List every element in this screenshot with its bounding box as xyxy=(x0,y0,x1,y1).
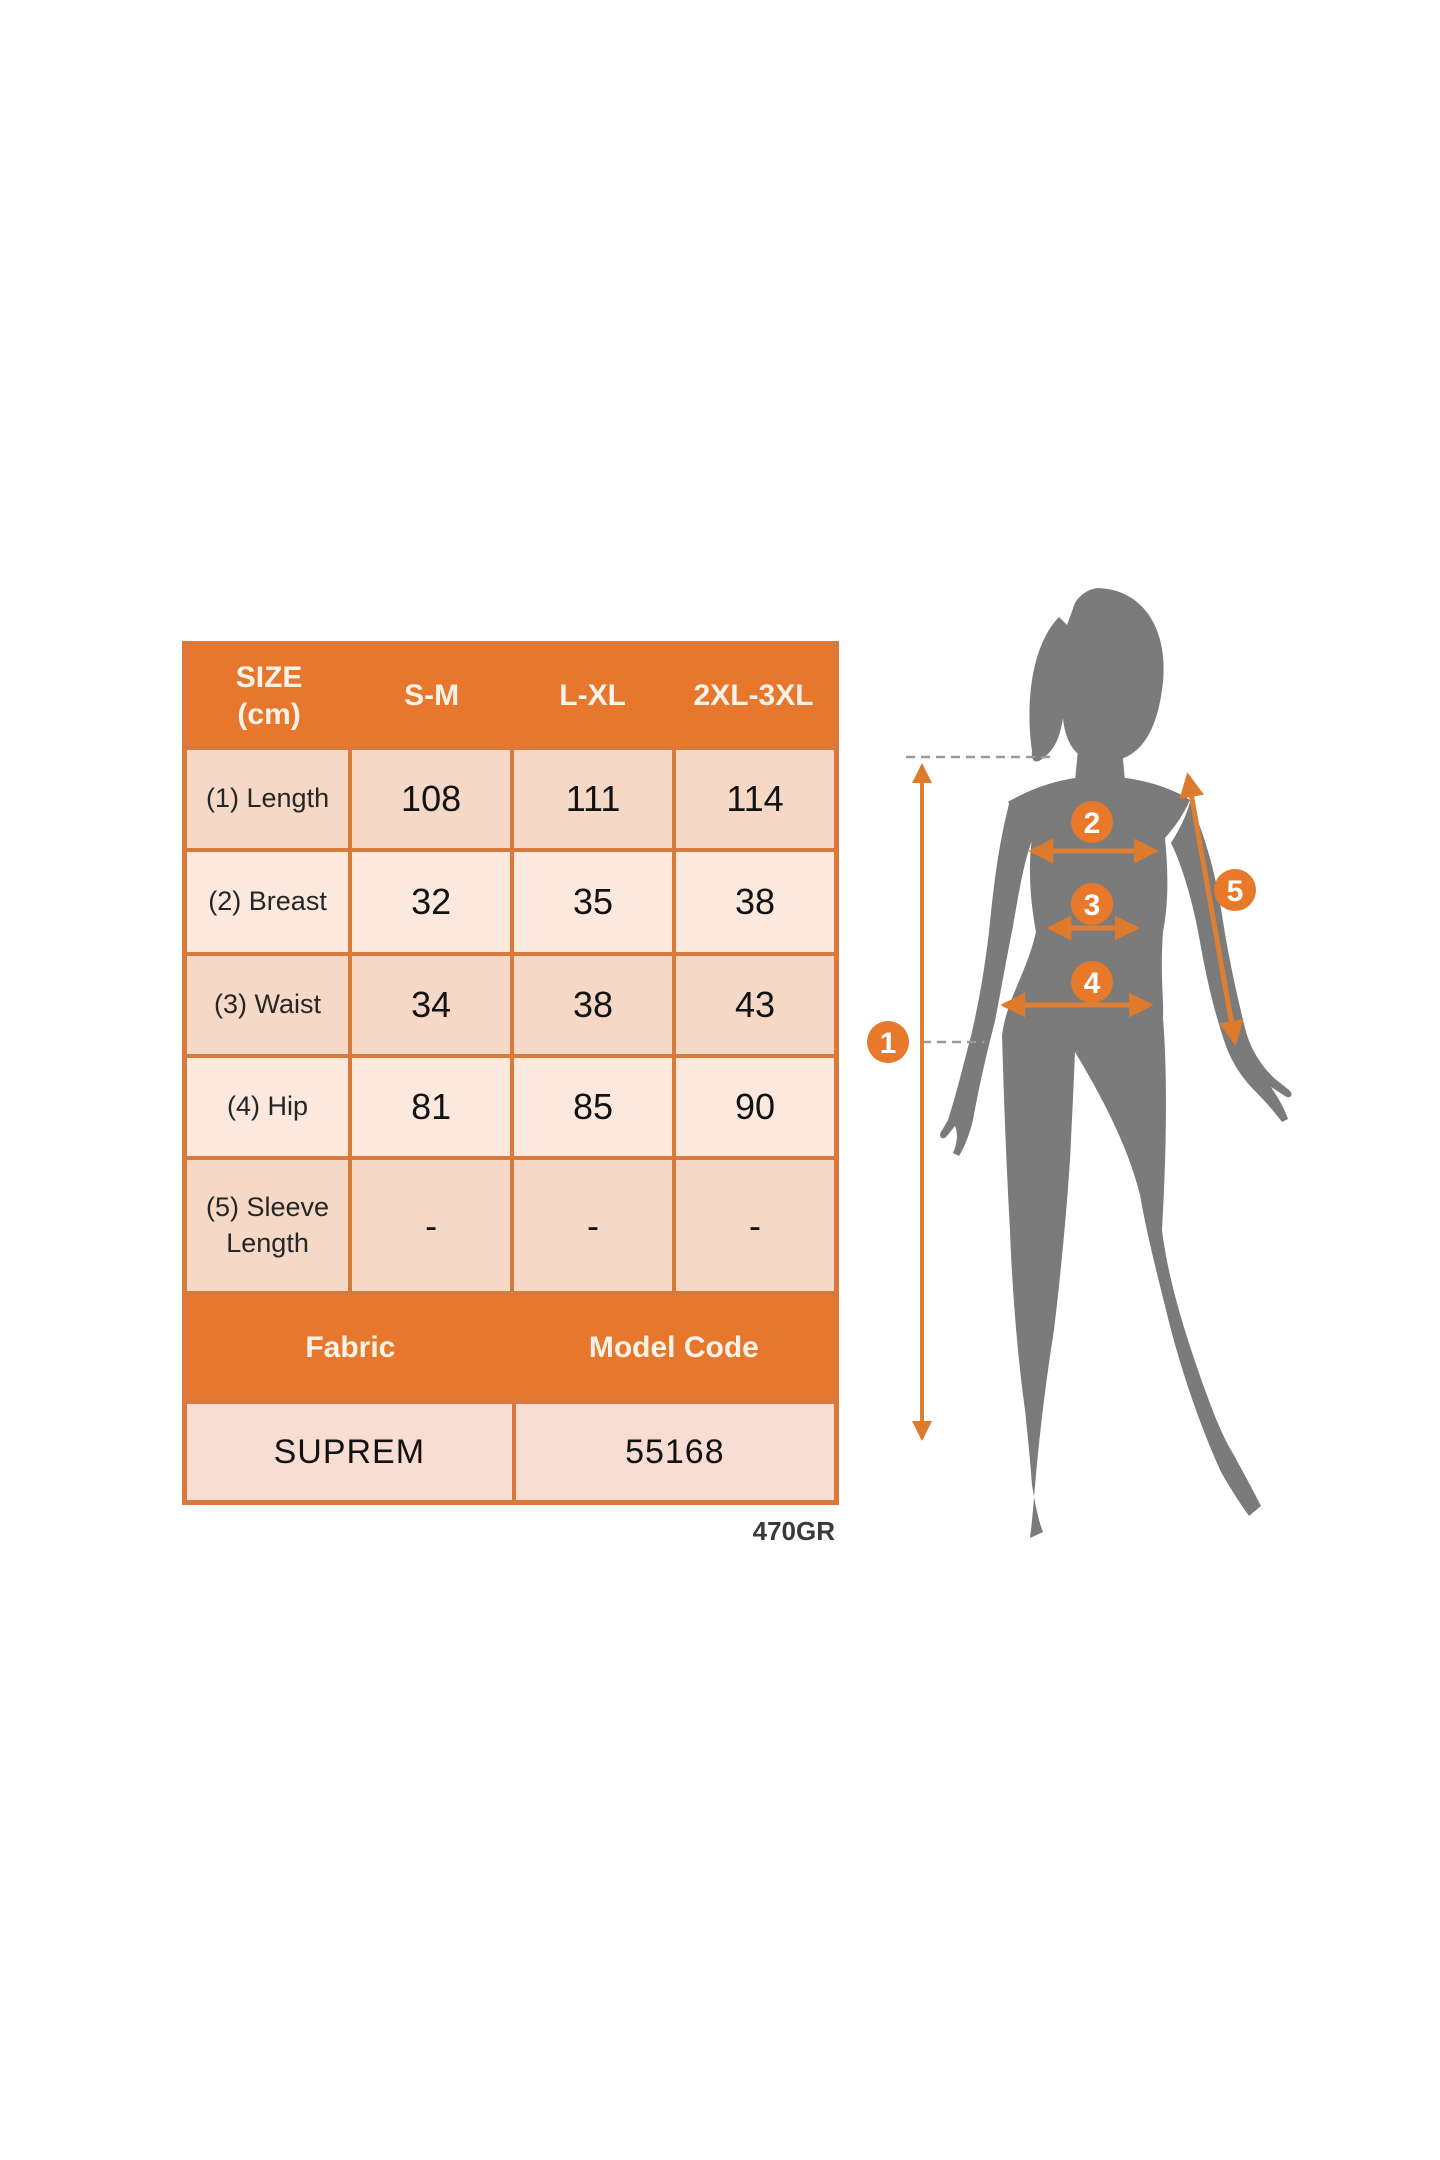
model-code-header-label: Model Code xyxy=(588,1331,759,1365)
measurement-figure-svg: 1 2 3 4 5 xyxy=(867,588,1292,1538)
sleeve-arrow xyxy=(1179,772,1244,1046)
female-silhouette xyxy=(940,588,1292,1538)
weight-note: 470GR xyxy=(752,1516,835,1546)
silhouette-left-leg xyxy=(1002,1035,1075,1538)
silhouette-left-arm xyxy=(940,800,1033,1156)
row-label-sleeve-length: (5) Sleeve Length xyxy=(187,1160,349,1291)
hip-value-sm: 81 xyxy=(352,1058,511,1156)
size-chart-grid: SIZE (cm) S-M L-XL 2XL-3XL (1) Length 10… xyxy=(182,641,839,1293)
fabric-header-cell: Fabric xyxy=(187,1296,514,1400)
sleeve-value-2xl3xl: - xyxy=(676,1160,834,1291)
silhouette-right-leg xyxy=(1075,1018,1261,1516)
badge-3-circle xyxy=(1071,883,1113,925)
size-header-unit: (cm) xyxy=(237,698,301,731)
waist-value-2xl3xl: 43 xyxy=(676,956,834,1054)
badge-4-circle xyxy=(1071,961,1113,1003)
silhouette-head-hair xyxy=(1029,588,1164,763)
measurement-arrows xyxy=(912,763,1244,1441)
column-header-2xl3xl: 2XL-3XL xyxy=(673,646,834,746)
length-value-2xl3xl: 114 xyxy=(676,750,834,848)
model-code-value-cell: 55168 xyxy=(515,1404,834,1500)
silhouette-right-arm xyxy=(1171,802,1292,1122)
length-value-lxl: 111 xyxy=(514,750,673,848)
sleeve-value-lxl: - xyxy=(514,1160,673,1291)
row-label-breast: (2) Breast xyxy=(187,852,349,952)
badge-2-number: 2 xyxy=(1084,807,1101,840)
fabric-model-grid: Fabric Model Code SUPREM 55168 xyxy=(182,1293,839,1505)
breast-value-lxl: 35 xyxy=(514,852,673,952)
row-label-waist: (3) Waist xyxy=(187,956,349,1054)
waist-value-lxl: 38 xyxy=(514,956,673,1054)
length-value-sm: 108 xyxy=(352,750,511,848)
size-header-title: SIZE xyxy=(235,660,303,694)
waist-value-sm: 34 xyxy=(352,956,511,1054)
badge-1-circle xyxy=(867,1021,909,1063)
fabric-value-cell: SUPREM xyxy=(187,1404,512,1500)
measurement-figure: 1 2 3 4 5 xyxy=(860,580,1340,1580)
fabric-model-header-row: Fabric Model Code xyxy=(187,1296,834,1400)
sleeve-value-sm: - xyxy=(352,1160,511,1291)
badge-4-number: 4 xyxy=(1084,967,1101,1000)
column-header-sm-label: S-M xyxy=(404,679,460,713)
hip-value-2xl3xl: 90 xyxy=(676,1058,834,1156)
badge-3-number: 3 xyxy=(1084,889,1101,922)
column-header-sm: S-M xyxy=(351,646,512,746)
dashed-guides xyxy=(906,755,1052,1044)
row-label-hip: (4) Hip xyxy=(187,1058,349,1156)
column-header-lxl: L-XL xyxy=(512,646,673,746)
breast-value-sm: 32 xyxy=(352,852,511,952)
size-header-cell: SIZE (cm) xyxy=(187,646,351,746)
badge-5-circle xyxy=(1214,869,1256,911)
column-header-2xl3xl-label: 2XL-3XL xyxy=(693,679,814,713)
row-label-length: (1) Length xyxy=(187,750,349,848)
column-header-lxl-label: L-XL xyxy=(559,679,626,713)
size-chart-header-row: SIZE (cm) S-M L-XL 2XL-3XL xyxy=(187,646,834,746)
badge-1-number: 1 xyxy=(880,1027,897,1060)
badge-2-circle xyxy=(1071,801,1113,843)
breast-value-2xl3xl: 38 xyxy=(676,852,834,952)
fabric-header-label: Fabric xyxy=(305,1331,396,1365)
badge-5-number: 5 xyxy=(1227,875,1244,908)
hip-value-lxl: 85 xyxy=(514,1058,673,1156)
size-chart-table: SIZE (cm) S-M L-XL 2XL-3XL (1) Length 10… xyxy=(182,641,839,1505)
measurement-badges: 1 2 3 4 5 xyxy=(867,801,1256,1063)
model-code-header-cell: Model Code xyxy=(514,1296,834,1400)
